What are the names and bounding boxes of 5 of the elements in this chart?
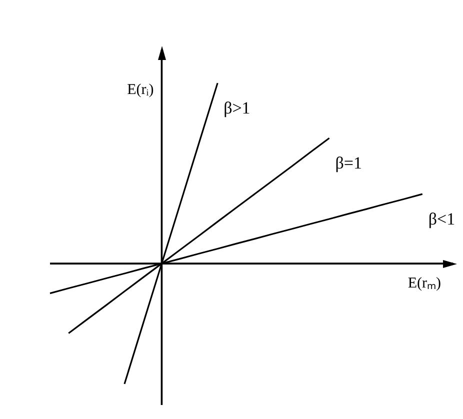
series-label: β>1	[224, 98, 250, 118]
series-label: β=1	[335, 154, 362, 173]
y-axis-title: E(rᵢ)	[127, 82, 154, 98]
series-label: β<1	[428, 210, 456, 229]
x-axis-title: E(rₘ)	[408, 275, 441, 292]
